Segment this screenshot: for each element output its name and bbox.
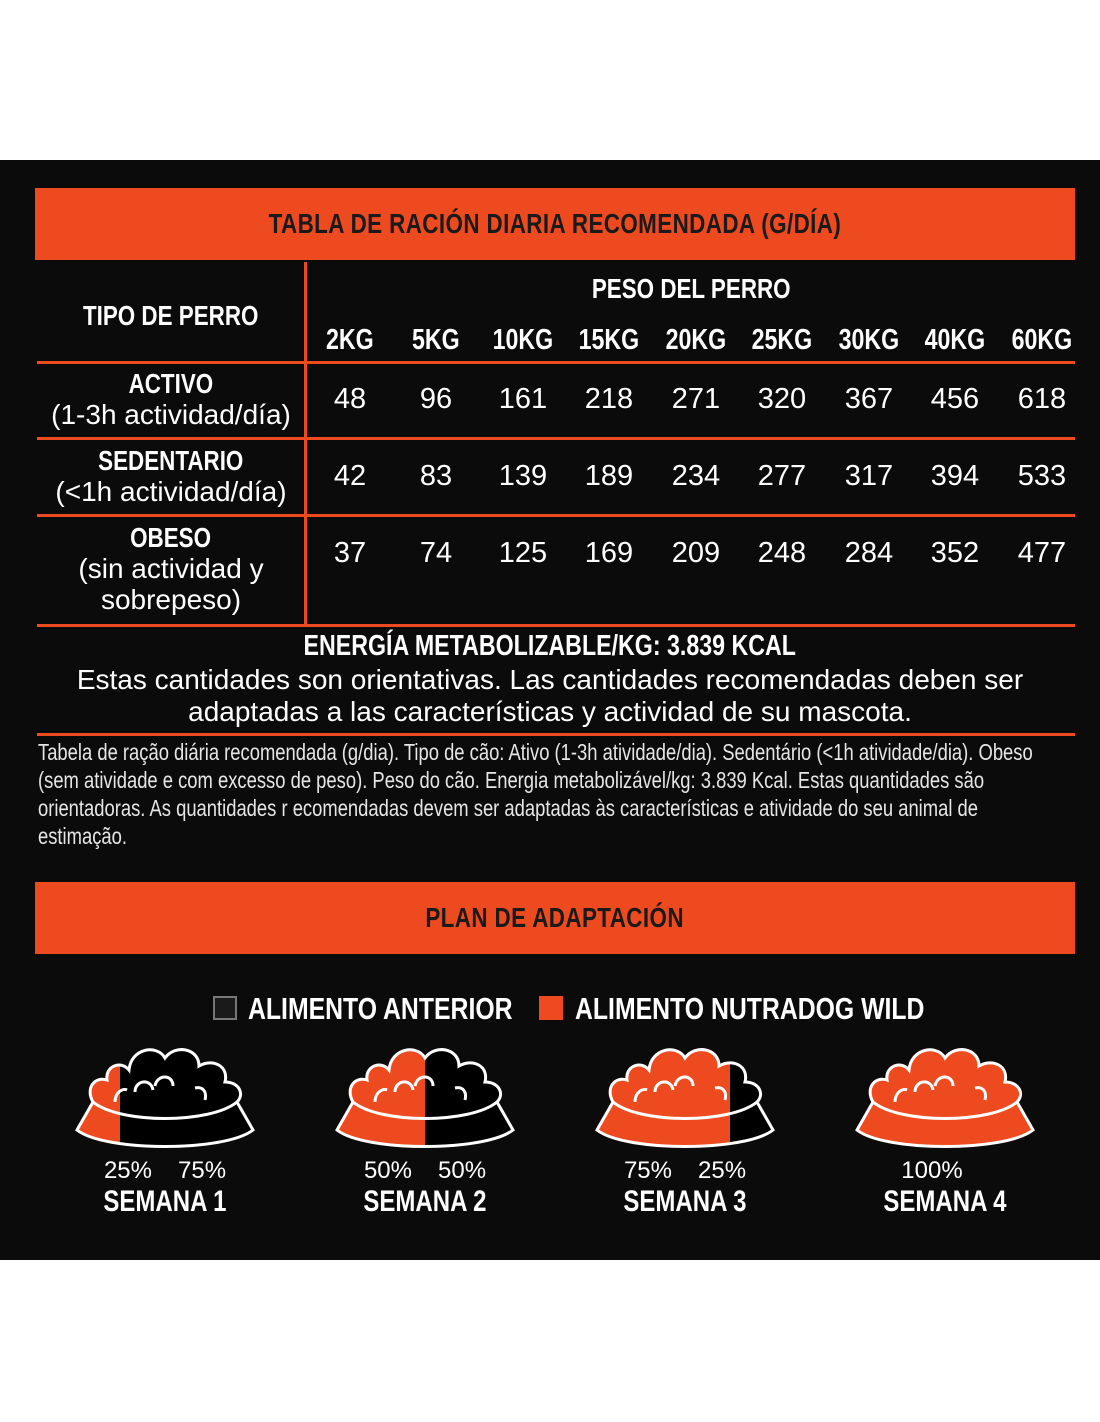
ration-cell: 42 xyxy=(333,459,367,492)
ration-cell: 618 xyxy=(1017,383,1067,415)
energy-value: ENERGÍA METABOLIZABLE/KG: 3.839 KCAL xyxy=(303,630,797,662)
percentages: 75% 25% xyxy=(585,1157,785,1185)
weight-column-header: 25KG xyxy=(751,324,813,356)
table-divider xyxy=(304,262,307,626)
new-food-pct: 50% xyxy=(363,1157,412,1184)
ration-cell: 248 xyxy=(757,537,807,569)
weight-column-header: 10KG xyxy=(492,324,554,356)
week-label: SEMANA 3 xyxy=(623,1185,747,1218)
portuguese-note: Tabela de ração diária recomendada (g/di… xyxy=(38,739,1033,849)
ration-cell: 234 xyxy=(671,459,721,492)
row-label-0: ACTIVO (1-3h actividad/día) xyxy=(37,368,305,430)
ration-cell: 317 xyxy=(844,459,894,492)
week-label: SEMANA 2 xyxy=(363,1185,487,1218)
ration-cell: 394 xyxy=(930,459,980,492)
weight-column-header: 2KG xyxy=(326,324,374,356)
ration-cell: 284 xyxy=(844,537,894,569)
ration-cell: 320 xyxy=(757,383,807,415)
old-food-pct: 75% xyxy=(178,1157,227,1184)
legend-previous: ALIMENTO ANTERIOR xyxy=(248,991,513,1026)
dog-type: ACTIVO xyxy=(128,368,214,399)
weight-column-header: 60KG xyxy=(1011,324,1073,356)
food-bowl-icon xyxy=(855,1048,1035,1148)
row-label-1: SEDENTARIO (<1h actividad/día) xyxy=(37,445,305,507)
dog-type: OBESO xyxy=(130,522,212,553)
weight-column-header: 15KG xyxy=(578,324,640,356)
ration-cell: 209 xyxy=(671,537,721,569)
activity-desc: (1-3h actividad/día) xyxy=(51,399,291,430)
ration-table-banner: TABLA DE RACIÓN DIARIA RECOMENDADA (G/DÍ… xyxy=(35,188,1075,260)
activity-desc: (<1h actividad/día) xyxy=(55,476,287,507)
week-label: SEMANA 1 xyxy=(103,1185,227,1218)
ration-cell: 533 xyxy=(1017,459,1067,492)
food-bowl-icon xyxy=(335,1048,515,1148)
ration-cell: 125 xyxy=(498,537,548,569)
old-food-pct: 50% xyxy=(438,1157,487,1184)
ration-cell: 189 xyxy=(584,459,634,492)
percentages: 50% 50% xyxy=(325,1157,525,1185)
type-header: TIPO DE PERRO xyxy=(83,300,259,331)
disclaimer: Estas cantidades son orientativas. Las c… xyxy=(0,664,1100,728)
ration-table-title: TABLA DE RACIÓN DIARIA RECOMENDADA (G/DÍ… xyxy=(268,208,842,239)
week-bowl-1: 25% 75% SEMANA 1 xyxy=(65,1040,265,1219)
ration-cell: 74 xyxy=(419,537,453,569)
weight-header: PESO DEL PERRO xyxy=(591,273,791,304)
ration-cell: 96 xyxy=(419,383,453,415)
new-food-pct: 25% xyxy=(103,1157,152,1184)
food-bowl-icon xyxy=(595,1048,775,1148)
legend-swatch-new xyxy=(539,996,563,1020)
ration-cell: 277 xyxy=(757,459,807,492)
row-label-2: OBESO (sin actividad y sobrepeso) xyxy=(37,522,305,615)
divider xyxy=(37,437,1075,440)
percentages: 25% 75% xyxy=(65,1157,265,1185)
ration-cell: 48 xyxy=(333,383,367,415)
ration-cell: 169 xyxy=(584,537,634,569)
adaptation-plan-banner: PLAN DE ADAPTACIÓN xyxy=(35,882,1075,954)
divider xyxy=(37,514,1075,517)
legend-new: ALIMENTO NUTRADOG WILD xyxy=(575,991,925,1026)
ration-cell: 271 xyxy=(671,383,721,415)
disclaimer-line: adaptadas a las características y activi… xyxy=(188,696,912,727)
percentages: 100% xyxy=(845,1157,1045,1185)
legend-swatch-previous xyxy=(213,996,237,1020)
ration-cell: 218 xyxy=(584,383,634,415)
weight-column-header: 30KG xyxy=(838,324,900,356)
weight-column-header: 5KG xyxy=(412,324,460,356)
weight-column-header: 20KG xyxy=(665,324,727,356)
ration-cell: 161 xyxy=(498,383,548,415)
old-food-pct: 25% xyxy=(698,1157,747,1184)
ration-cell: 37 xyxy=(333,537,367,569)
ration-cell: 367 xyxy=(844,383,894,415)
dog-type: SEDENTARIO xyxy=(98,445,244,476)
food-bowl-icon xyxy=(75,1048,255,1148)
week-bowl-3: 75% 25% SEMANA 3 xyxy=(585,1040,785,1219)
weight-column-header: 40KG xyxy=(924,324,986,356)
divider xyxy=(37,361,1075,364)
week-label: SEMANA 4 xyxy=(883,1185,1007,1218)
ration-cell: 477 xyxy=(1017,537,1067,569)
adaptation-plan-title: PLAN DE ADAPTACIÓN xyxy=(425,902,685,933)
ration-cell: 456 xyxy=(930,383,980,415)
week-bowl-4: 100% SEMANA 4 xyxy=(845,1040,1045,1219)
new-food-pct: 100% xyxy=(901,1157,963,1184)
divider xyxy=(37,733,1075,736)
feeding-guide-panel: TABLA DE RACIÓN DIARIA RECOMENDADA (G/DÍ… xyxy=(0,160,1100,1260)
week-bowl-2: 50% 50% SEMANA 2 xyxy=(325,1040,525,1219)
ration-cell: 83 xyxy=(419,459,453,492)
ration-cell: 352 xyxy=(930,537,980,569)
disclaimer-line: Estas cantidades son orientativas. Las c… xyxy=(76,664,1024,695)
activity-desc: (sin actividad y sobrepeso) xyxy=(78,553,264,615)
new-food-pct: 75% xyxy=(623,1157,672,1184)
divider xyxy=(37,624,1075,627)
ration-cell: 139 xyxy=(498,459,548,492)
